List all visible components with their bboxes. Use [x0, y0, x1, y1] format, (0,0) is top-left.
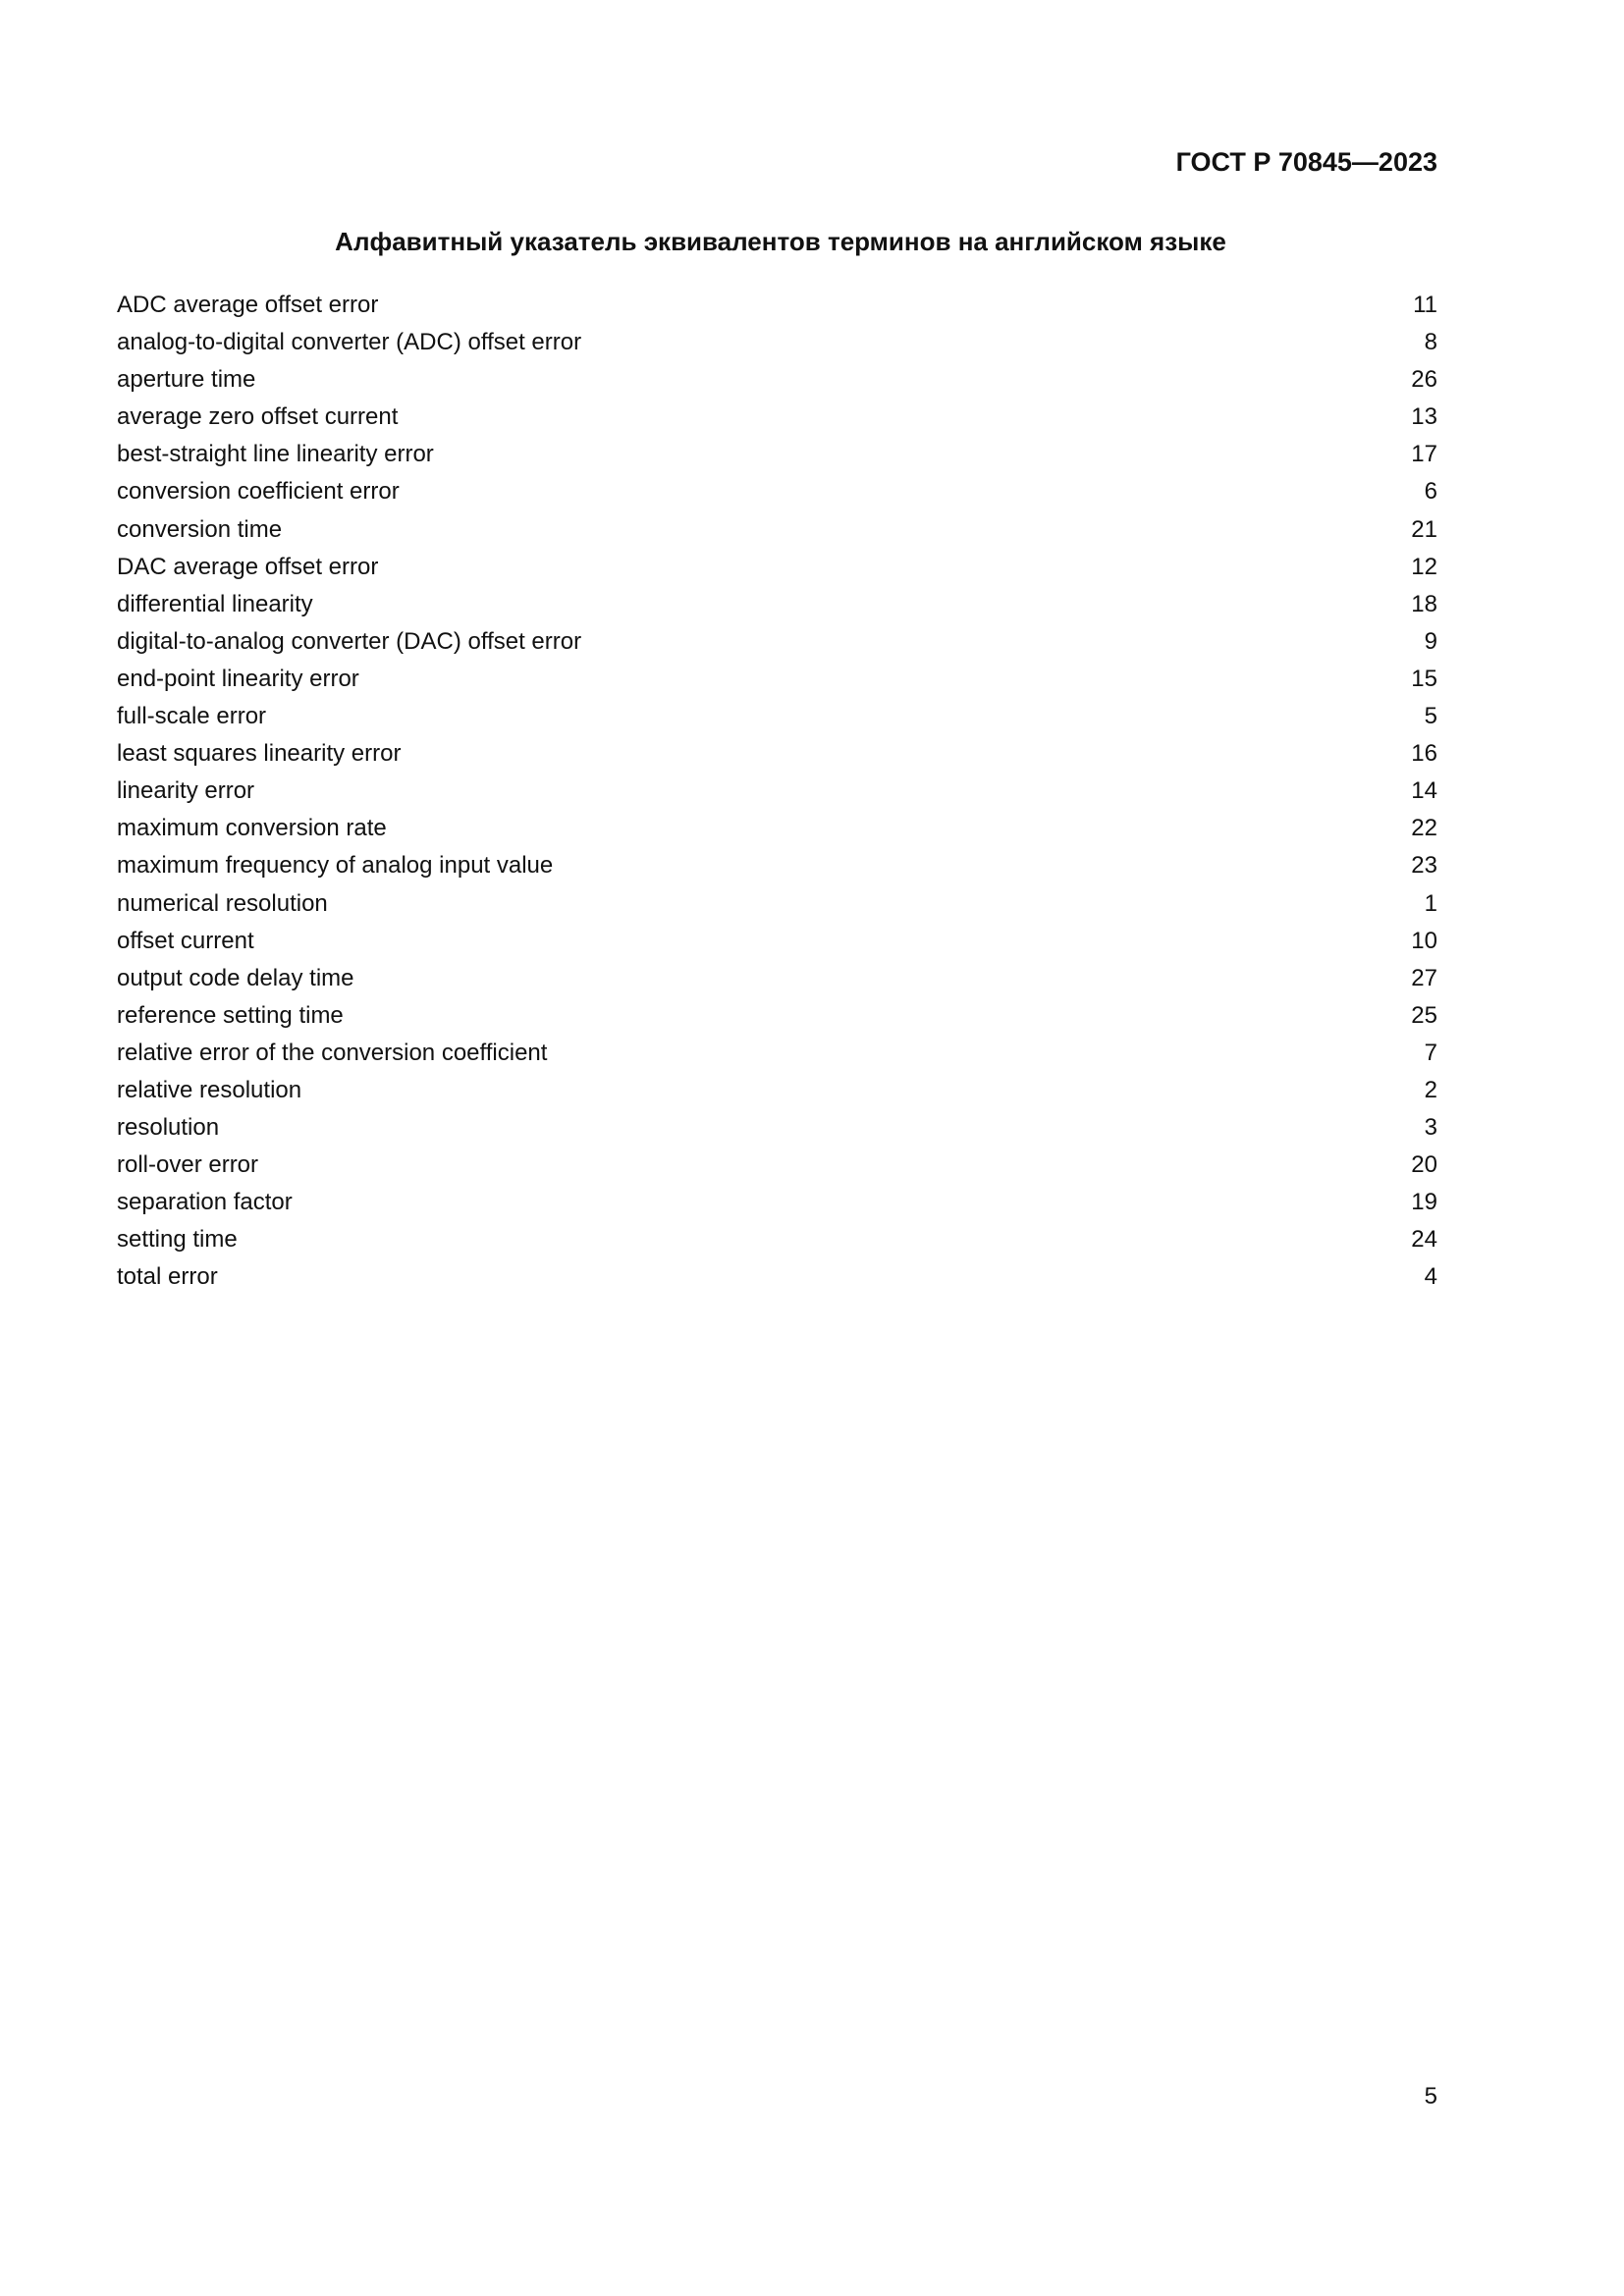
index-entry: offset current 10 — [117, 923, 1437, 960]
page-number: 5 — [1424, 2083, 1437, 2109]
entry-number: 9 — [1424, 627, 1437, 655]
entry-number: 18 — [1411, 590, 1437, 617]
entry-number: 2 — [1424, 1076, 1437, 1103]
entry-term: end-point linearity error — [117, 665, 359, 692]
index-entry: digital-to-analog converter (DAC) offset… — [117, 623, 1437, 661]
entry-term: average zero offset current — [117, 403, 399, 431]
index-entry: reference setting time 25 — [117, 997, 1437, 1035]
entry-number: 8 — [1424, 329, 1437, 356]
entry-number: 23 — [1411, 852, 1437, 880]
entry-number: 7 — [1424, 1039, 1437, 1066]
entry-number: 19 — [1411, 1189, 1437, 1216]
entry-term: reference setting time — [117, 1001, 344, 1029]
index-entry: maximum frequency of analog input value 2… — [117, 847, 1437, 884]
entry-number: 4 — [1424, 1263, 1437, 1291]
entry-term: setting time — [117, 1226, 238, 1254]
entry-number: 27 — [1411, 964, 1437, 991]
index-entry: separation factor 19 — [117, 1184, 1437, 1221]
entry-term: digital-to-analog converter (DAC) offset… — [117, 627, 582, 655]
index-entry: roll-over error 20 — [117, 1147, 1437, 1184]
entry-number: 3 — [1424, 1114, 1437, 1142]
entry-number: 1 — [1424, 889, 1437, 917]
index-entry: output code delay time 27 — [117, 960, 1437, 997]
entry-number: 6 — [1424, 478, 1437, 506]
entry-number: 11 — [1413, 292, 1437, 318]
entry-term: aperture time — [117, 366, 256, 394]
entry-number: 22 — [1411, 815, 1437, 842]
entry-term: best-straight line linearity error — [117, 441, 434, 468]
entry-term: total error — [117, 1263, 218, 1291]
entry-term: roll-over error — [117, 1151, 259, 1179]
index-entry: maximum conversion rate 22 — [117, 810, 1437, 847]
index-entry: ADC average offset error 11 — [117, 287, 1437, 324]
entry-term: DAC average offset error — [117, 553, 379, 580]
entry-number: 13 — [1411, 403, 1437, 431]
index-entry: setting time 24 — [117, 1221, 1437, 1258]
entry-term: offset current — [117, 927, 254, 954]
entry-term: conversion time — [117, 515, 283, 543]
entry-term: separation factor — [117, 1189, 293, 1216]
index-entry: resolution 3 — [117, 1109, 1437, 1147]
entry-term: maximum frequency of analog input value — [117, 852, 554, 880]
index-entry: full-scale error 5 — [117, 698, 1437, 735]
entry-term: resolution — [117, 1114, 220, 1142]
entry-number: 15 — [1411, 665, 1437, 692]
index-entry: DAC average offset error 12 — [117, 549, 1437, 586]
entry-number: 5 — [1424, 703, 1437, 730]
index-entry: relative error of the conversion coeffic… — [117, 1035, 1437, 1072]
entry-number: 26 — [1411, 366, 1437, 394]
index-entry: linearity error 14 — [117, 773, 1437, 810]
term-index-list: ADC average offset error 11 analog-to-digi… — [117, 287, 1437, 1297]
entry-term: linearity error — [117, 777, 255, 805]
page-title: Алфавитный указатель эквивалентов термин… — [335, 227, 1226, 256]
entry-number: 24 — [1411, 1226, 1437, 1254]
index-entry: least squares linearity error 16 — [117, 735, 1437, 773]
entry-term: relative resolution — [117, 1076, 302, 1103]
entry-term: analog-to-digital converter (ADC) offset… — [117, 329, 582, 356]
entry-number: 25 — [1411, 1001, 1437, 1029]
standard-code-header: ГОСТ Р 70845—2023 — [1175, 147, 1437, 177]
entry-term: conversion coefficient error — [117, 478, 400, 506]
index-entry: total error 4 — [117, 1258, 1437, 1296]
index-entry: analog-to-digital converter (ADC) offset… — [117, 324, 1437, 361]
index-entry: numerical resolution 1 — [117, 885, 1437, 923]
entry-number: 16 — [1411, 740, 1437, 768]
index-entry: differential linearity 18 — [117, 586, 1437, 623]
entry-number: 17 — [1411, 441, 1437, 468]
entry-term: maximum conversion rate — [117, 815, 387, 842]
index-entry: conversion coefficient error 6 — [117, 473, 1437, 510]
entry-number: 10 — [1411, 927, 1437, 954]
index-entry: best-straight line linearity error 17 — [117, 436, 1437, 473]
entry-number: 21 — [1411, 515, 1437, 543]
index-entry: end-point linearity error 15 — [117, 661, 1437, 698]
index-entry: aperture time 26 — [117, 361, 1437, 399]
index-entry: average zero offset current 13 — [117, 399, 1437, 436]
entry-term: full-scale error — [117, 703, 267, 730]
entry-term: ADC average offset error — [117, 292, 379, 318]
index-entry: conversion time 21 — [117, 511, 1437, 549]
entry-term: output code delay time — [117, 964, 354, 991]
entry-term: relative error of the conversion coeffic… — [117, 1039, 548, 1066]
entry-number: 20 — [1411, 1151, 1437, 1179]
entry-number: 12 — [1411, 553, 1437, 580]
index-entry: relative resolution 2 — [117, 1072, 1437, 1109]
entry-term: numerical resolution — [117, 889, 328, 917]
entry-term: least squares linearity error — [117, 740, 402, 768]
entry-term: differential linearity — [117, 590, 313, 617]
entry-number: 14 — [1411, 777, 1437, 805]
